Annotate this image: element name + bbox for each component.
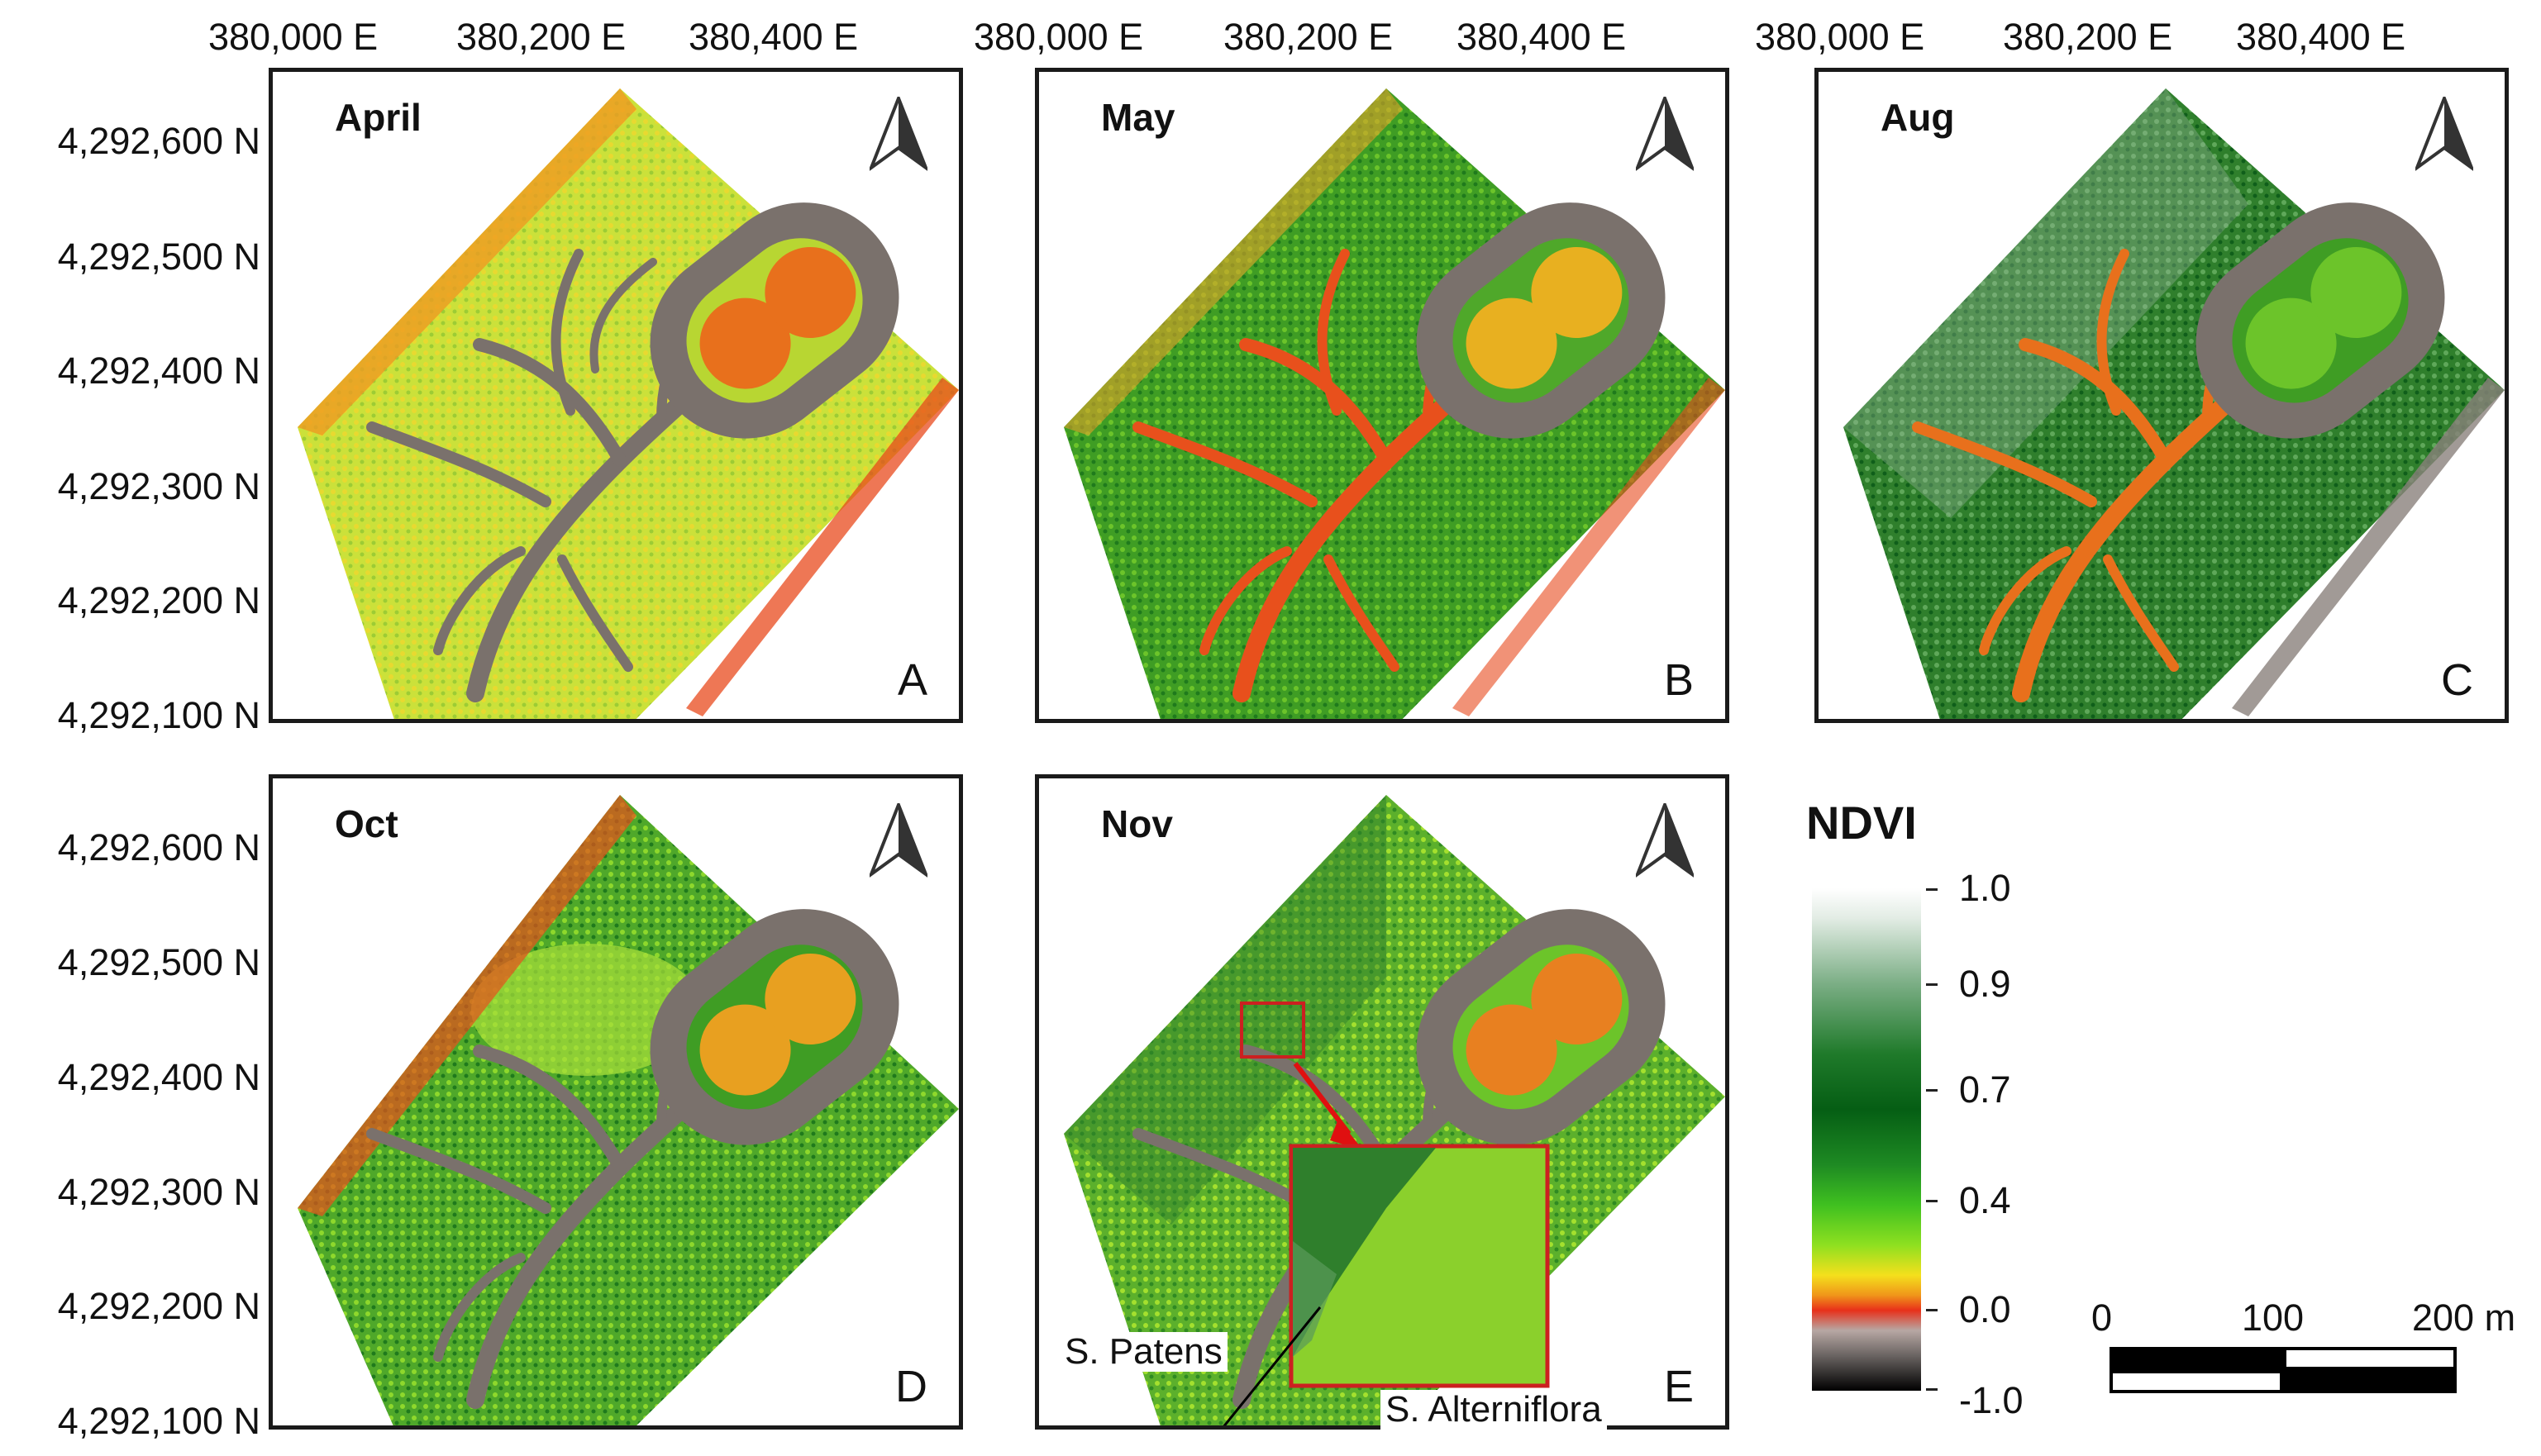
y-label-top-1: 4,292,600 N bbox=[57, 120, 260, 162]
x-label-a-3: 380,400 E bbox=[689, 16, 859, 58]
legend-title: NDVI bbox=[1806, 797, 1917, 849]
ndvi-map-may bbox=[1064, 88, 1725, 719]
ndvi-map-aug bbox=[1843, 88, 2505, 719]
y-label-bottom-2: 4,292,500 N bbox=[57, 941, 260, 983]
legend-tick-mark bbox=[1926, 1089, 1938, 1092]
x-label-a-1: 380,000 E bbox=[208, 16, 379, 58]
panel-letter: A bbox=[897, 655, 927, 705]
legend-tick-0-9: 0.9 bbox=[1959, 963, 2011, 1005]
x-label-c-1: 380,000 E bbox=[1755, 16, 1925, 58]
legend-tick-mark bbox=[1926, 1309, 1938, 1311]
inset-source-box bbox=[1240, 1002, 1305, 1059]
y-label-top-4: 4,292,300 N bbox=[57, 465, 260, 507]
north-arrow-icon bbox=[870, 97, 927, 171]
panel-month-label: Nov bbox=[1101, 802, 1173, 845]
y-label-top-3: 4,292,400 N bbox=[57, 350, 260, 392]
ndvi-map-april bbox=[298, 88, 959, 719]
north-arrow-icon bbox=[1636, 97, 1694, 171]
legend-tick-mark bbox=[1926, 1388, 1938, 1391]
legend-tick-0-7: 0.7 bbox=[1959, 1068, 2011, 1111]
x-label-c-3: 380,400 E bbox=[2236, 16, 2406, 58]
y-label-top-5: 4,292,200 N bbox=[57, 579, 260, 621]
legend-tick-neg-1-0: -1.0 bbox=[1959, 1379, 2024, 1421]
panel-month-label: April bbox=[335, 96, 422, 139]
map-panel-nov: Nov E bbox=[1035, 774, 1729, 1430]
x-label-b-1: 380,000 E bbox=[974, 16, 1144, 58]
panel-month-label: Aug bbox=[1881, 96, 1955, 139]
legend-tick-mark bbox=[1926, 888, 1938, 891]
scalebar-label-0: 0 bbox=[2091, 1297, 2113, 1339]
scalebar-label-200: 200 m bbox=[2412, 1297, 2516, 1339]
y-label-bottom-3: 4,292,400 N bbox=[57, 1056, 260, 1098]
scalebar-segment bbox=[2283, 1347, 2457, 1370]
y-label-top-6: 4,292,100 N bbox=[57, 694, 260, 736]
panel-month-label: May bbox=[1101, 96, 1175, 139]
x-label-b-3: 380,400 E bbox=[1456, 16, 1627, 58]
map-panel-april: April A bbox=[269, 68, 963, 723]
ndvi-map-oct bbox=[298, 795, 959, 1425]
ndvi-color-bar bbox=[1812, 888, 1921, 1391]
legend-tick-mark bbox=[1926, 983, 1938, 986]
y-label-bottom-4: 4,292,300 N bbox=[57, 1171, 260, 1213]
panel-letter: B bbox=[1663, 655, 1694, 705]
x-label-c-2: 380,200 E bbox=[2003, 16, 2173, 58]
scalebar-segment bbox=[2110, 1370, 2283, 1393]
y-label-top-2: 4,292,500 N bbox=[57, 236, 260, 278]
y-label-bottom-1: 4,292,600 N bbox=[57, 826, 260, 868]
legend-tick-mark bbox=[1926, 1200, 1938, 1202]
inset-zoom bbox=[1223, 1144, 1550, 1425]
map-panel-oct: Oct D bbox=[269, 774, 963, 1430]
legend-tick-1-0: 1.0 bbox=[1959, 867, 2011, 909]
ndvi-map-nov bbox=[1064, 795, 1725, 1425]
panel-letter: D bbox=[895, 1362, 927, 1411]
north-arrow-icon bbox=[2415, 97, 2473, 171]
scalebar-label-100: 100 bbox=[2242, 1297, 2305, 1339]
inset-label-s-alterniflora: S. Alterniflora bbox=[1380, 1390, 1607, 1430]
scalebar-segment bbox=[2283, 1370, 2457, 1393]
scalebar-segment bbox=[2110, 1347, 2283, 1370]
legend-tick-0-0: 0.0 bbox=[1959, 1288, 2011, 1330]
legend-tick-0-4: 0.4 bbox=[1959, 1179, 2011, 1221]
north-arrow-icon bbox=[870, 803, 927, 878]
map-panel-may: May B bbox=[1035, 68, 1729, 723]
panel-month-label: Oct bbox=[335, 802, 398, 845]
panel-letter: E bbox=[1663, 1362, 1694, 1411]
map-panel-aug: Aug C bbox=[1814, 68, 2509, 723]
x-label-b-2: 380,200 E bbox=[1223, 16, 1394, 58]
panel-letter: C bbox=[2441, 655, 2473, 705]
inset-arrowhead bbox=[1330, 1119, 1363, 1150]
x-label-a-2: 380,200 E bbox=[456, 16, 627, 58]
inset-label-s-patens: S. Patens bbox=[1060, 1332, 1228, 1372]
y-label-bottom-6: 4,292,100 N bbox=[57, 1400, 260, 1442]
y-label-bottom-5: 4,292,200 N bbox=[57, 1285, 260, 1327]
north-arrow-icon bbox=[1636, 803, 1694, 878]
